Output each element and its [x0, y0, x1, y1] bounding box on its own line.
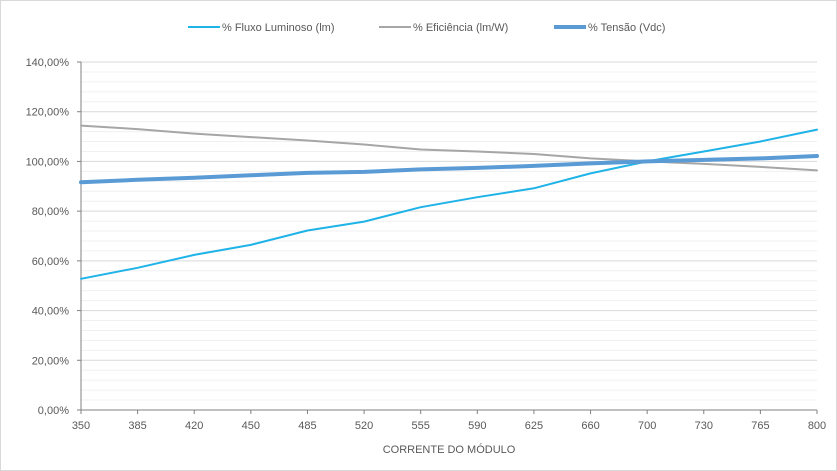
x-tick-label: 385 — [128, 420, 146, 432]
y-tick-label: 100,00% — [26, 156, 70, 168]
x-tick-label: 350 — [72, 420, 90, 432]
x-tick-label: 765 — [751, 420, 769, 432]
x-axis-title: CORRENTE DO MÓDULO — [383, 443, 516, 456]
y-tick-label: 120,00% — [26, 107, 70, 119]
x-tick-label: 555 — [412, 420, 430, 432]
x-tick-label: 800 — [808, 420, 826, 432]
y-tick-label: 0,00% — [38, 405, 69, 417]
series-layer — [79, 124, 819, 280]
x-tick-label: 520 — [355, 420, 373, 432]
x-tick-label: 700 — [638, 420, 656, 432]
legend-label: % Fluxo Luminoso (lm) — [222, 22, 334, 34]
y-tick-label: 140,00% — [26, 57, 70, 69]
x-tick-label: 450 — [242, 420, 260, 432]
series-line-2 — [79, 154, 819, 185]
x-tick-label: 730 — [695, 420, 713, 432]
series-line-0 — [80, 128, 818, 280]
legend-label: % Tensão (Vdc) — [588, 22, 665, 34]
y-tick-label: 80,00% — [32, 206, 70, 218]
x-tick-label: 420 — [185, 420, 203, 432]
y-tick-label: 40,00% — [32, 306, 70, 318]
legend: % Fluxo Luminoso (lm) % Eficiência (lm/W)… — [188, 22, 665, 34]
x-tick-label: 660 — [581, 420, 599, 432]
y-tick-label: 20,00% — [32, 355, 70, 367]
major-gridlines — [81, 61, 817, 361]
legend-label: % Eficiência (lm/W) — [413, 22, 508, 34]
minor-gridlines — [81, 71, 817, 401]
axes: 0,00% 20,00% 40,00% 60,00% 80,00% 100,00% 120,… — [26, 57, 827, 432]
x-tick-label: 590 — [468, 420, 486, 432]
y-tick-label: 60,00% — [32, 256, 70, 268]
x-tick-label: 625 — [525, 420, 543, 432]
x-tick-label: 485 — [298, 420, 316, 432]
series-line-1 — [80, 124, 818, 172]
